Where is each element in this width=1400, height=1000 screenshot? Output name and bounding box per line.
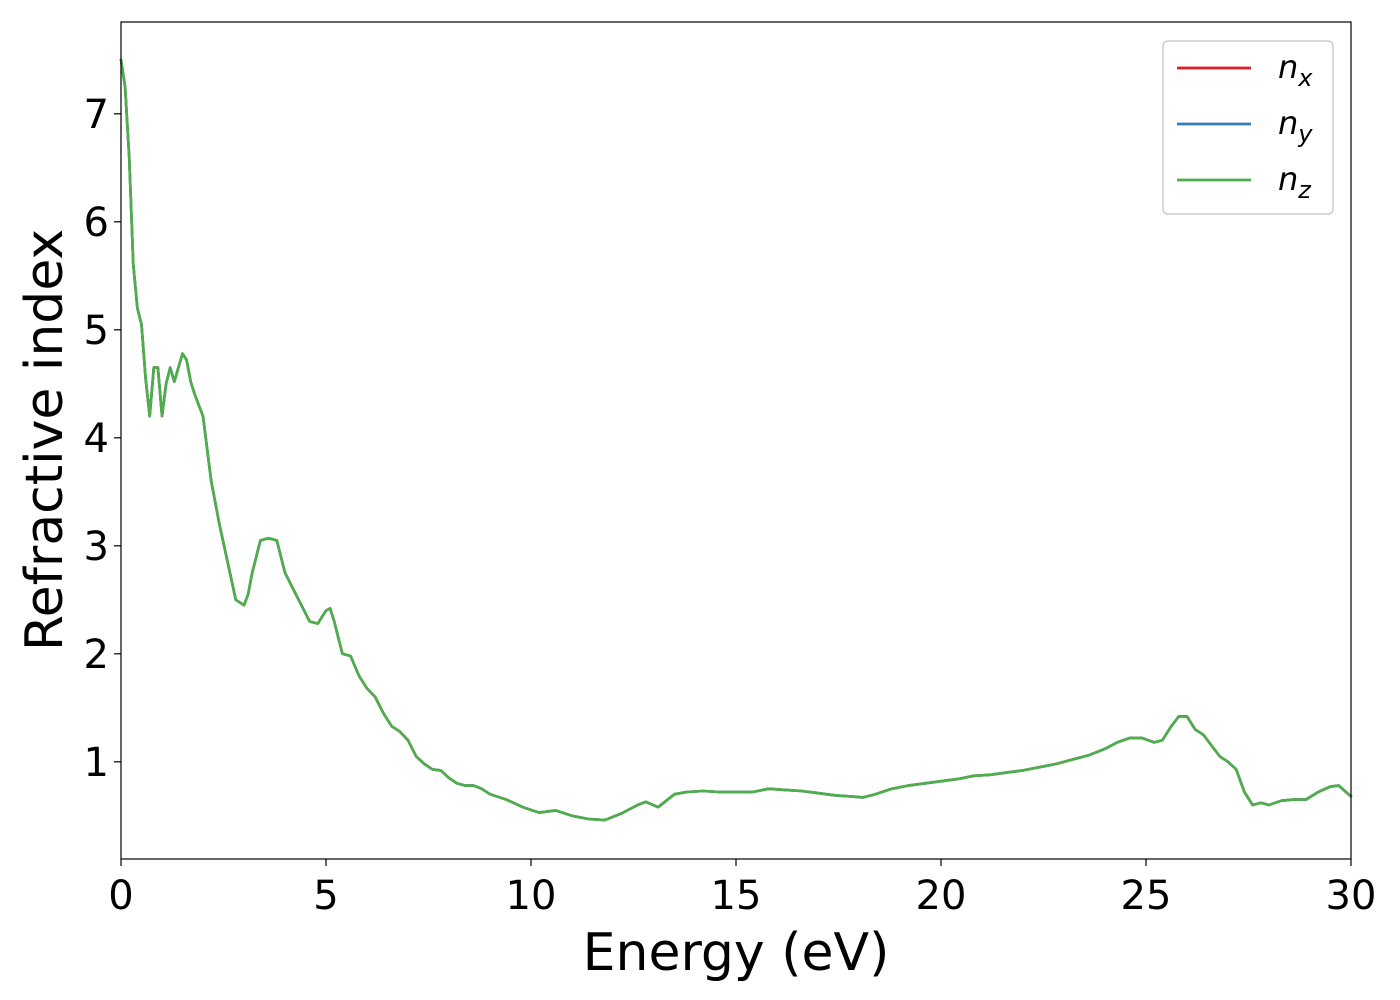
y-tick-label: 3 [84,524,109,570]
x-tick-label: 15 [711,873,762,919]
y-tick-label: 7 [84,92,109,138]
y-tick-label: 5 [84,308,109,354]
x-tick-label: 0 [108,873,133,919]
legend-label-ny: ny [1278,104,1313,148]
legend-label-nx: nx [1278,48,1313,92]
x-tick-label: 30 [1326,873,1377,919]
y-tick-label: 2 [84,632,109,678]
x-tick-label: 10 [506,873,557,919]
legend: nx ny nz [1162,40,1334,215]
x-tick-label: 5 [313,873,338,919]
y-tick-label: 4 [84,416,109,462]
x-tick-label: 25 [1121,873,1172,919]
y-tick-label: 1 [84,740,109,786]
x-axis-title: Energy (eV) [583,923,890,983]
x-tick-label: 20 [916,873,967,919]
y-tick-label: 6 [84,200,109,246]
x-axis: 0 5 10 15 20 25 30 [108,859,1376,919]
series-layer [119,58,1353,822]
legend-label-nz: nz [1278,160,1312,204]
y-axis-title: Refractive index [15,229,75,651]
y-axis: 1 2 3 4 5 6 7 [84,92,121,786]
series-line-nz [119,58,1353,822]
legend-box [1162,40,1334,215]
